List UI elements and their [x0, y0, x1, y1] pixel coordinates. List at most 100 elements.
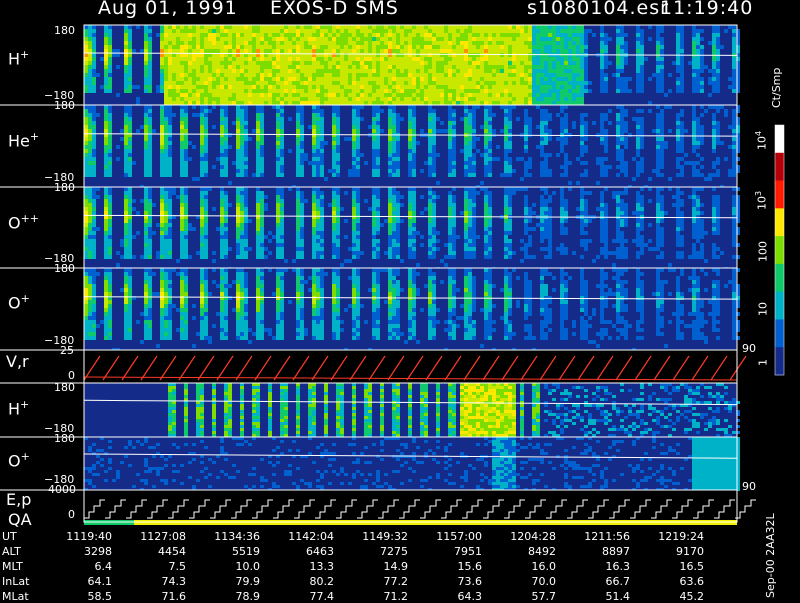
- spectrogram-cell: [312, 145, 316, 149]
- spectrogram-cell: [348, 33, 352, 37]
- spectrogram-cell: [176, 101, 180, 105]
- spectrogram-cell: [392, 149, 396, 153]
- spectrogram-cell: [428, 69, 432, 73]
- spectrogram-cell: [484, 97, 488, 101]
- spectrogram-cell: [320, 219, 324, 223]
- spectrogram-cell: [692, 69, 696, 73]
- spectrogram-cell: [184, 173, 188, 177]
- spectrogram-cell: [252, 93, 256, 97]
- spectrogram-cell: [256, 247, 260, 251]
- spectrogram-cell: [208, 49, 212, 53]
- spectrogram-cell: [400, 219, 404, 223]
- spectrogram-cell: [448, 129, 452, 133]
- spectrogram-cell: [244, 73, 248, 77]
- spectrogram-cell: [212, 85, 216, 89]
- spectrogram-cell: [280, 29, 284, 33]
- spectrogram-cell: [388, 69, 392, 73]
- spectrogram-cell: [236, 173, 240, 177]
- spectrogram-cell: [328, 69, 332, 73]
- spectrogram-cell: [92, 157, 96, 161]
- spectrogram-cell: [164, 101, 168, 105]
- spectrogram-cell: [172, 89, 176, 93]
- spectrogram-cell: [528, 129, 532, 133]
- spectrogram-cell: [540, 129, 544, 133]
- spectrogram-cell: [404, 45, 408, 49]
- spectrogram-cell: [696, 77, 700, 81]
- spectrogram-cell: [212, 89, 216, 93]
- spectrogram-cell: [676, 25, 680, 29]
- spectrogram-cell: [636, 125, 640, 129]
- spectrogram-cell: [396, 37, 400, 41]
- spectrogram-cell: [268, 33, 272, 37]
- spectrogram-cell: [428, 223, 432, 227]
- spectrogram-cell: [500, 41, 504, 45]
- spectrogram-cell: [92, 243, 96, 247]
- spectrogram-cell: [284, 29, 288, 33]
- spectrogram-cell: [372, 251, 376, 255]
- spectrogram-cell: [220, 117, 224, 121]
- spectrogram-cell: [128, 207, 132, 211]
- spectrogram-cell: [84, 121, 88, 125]
- spectrogram-cell: [436, 57, 440, 61]
- spectrogram-cell: [88, 105, 92, 109]
- spectrogram-cell: [600, 157, 604, 161]
- spectrogram-cell: [412, 161, 416, 165]
- spectrogram-cell: [108, 195, 112, 199]
- spectrogram-cell: [484, 137, 488, 141]
- spectrogram-cell: [476, 29, 480, 33]
- spectrogram-cell: [84, 165, 88, 169]
- spectrogram-cell: [392, 145, 396, 149]
- spectrogram-cell: [376, 105, 380, 109]
- spectrogram-cell: [84, 191, 88, 195]
- spectrogram-cell: [312, 191, 316, 195]
- spectrogram-cell: [256, 65, 260, 69]
- spectrogram-cell: [164, 69, 168, 73]
- spectrogram-cell: [604, 73, 608, 77]
- spectrogram-cell: [528, 89, 532, 93]
- spectrogram-cell: [348, 29, 352, 33]
- spectrogram-cell: [276, 255, 280, 259]
- spectrogram-cell: [436, 77, 440, 81]
- spectrogram-cell: [432, 191, 436, 195]
- spectrogram-cell: [296, 239, 300, 243]
- spectrogram-cell: [368, 57, 372, 61]
- spectrogram-cell: [620, 109, 624, 113]
- spectrogram-cell: [344, 219, 348, 223]
- spectrogram-cell: [640, 137, 644, 141]
- spectrogram-cell: [616, 133, 620, 137]
- spectrogram-cell: [164, 89, 168, 93]
- spectrogram-cell: [692, 81, 696, 85]
- spectrogram-cell: [508, 61, 512, 65]
- spectrogram-cell: [440, 89, 444, 93]
- spectrogram-cell: [180, 239, 184, 243]
- spectrogram-cell: [296, 227, 300, 231]
- spectrogram-cell: [152, 203, 156, 207]
- spectrogram-cell: [736, 65, 740, 69]
- spectrogram-cell: [256, 251, 260, 255]
- spectrogram-cell: [464, 65, 468, 69]
- spectrogram-cell: [564, 57, 568, 61]
- spectrogram-cell: [104, 195, 108, 199]
- spectrogram-cell: [480, 53, 484, 57]
- spectrogram-cell: [164, 29, 168, 33]
- spectrogram-cell: [212, 73, 216, 77]
- spectrogram-cell: [656, 37, 660, 41]
- spectrogram-cell: [276, 195, 280, 199]
- spectrogram-cell: [164, 255, 168, 259]
- spectrogram-cell: [88, 235, 92, 239]
- spectrogram-cell: [312, 81, 316, 85]
- spectrogram-cell: [120, 239, 124, 243]
- spectrogram-cell: [504, 113, 508, 117]
- spectrogram-cell: [376, 243, 380, 247]
- spectrogram-cell: [396, 149, 400, 153]
- spectrogram-cell: [220, 255, 224, 259]
- spectrogram-cell: [88, 61, 92, 65]
- spectrogram-cell: [160, 161, 164, 165]
- spectrogram-cell: [144, 41, 148, 45]
- spectrogram-cell: [468, 141, 472, 145]
- file-name: s1080104.esr: [527, 0, 669, 19]
- spectrogram-cell: [200, 89, 204, 93]
- spectrogram-cell: [468, 85, 472, 89]
- spectrogram-cell: [412, 243, 416, 247]
- spectrogram-cell: [316, 73, 320, 77]
